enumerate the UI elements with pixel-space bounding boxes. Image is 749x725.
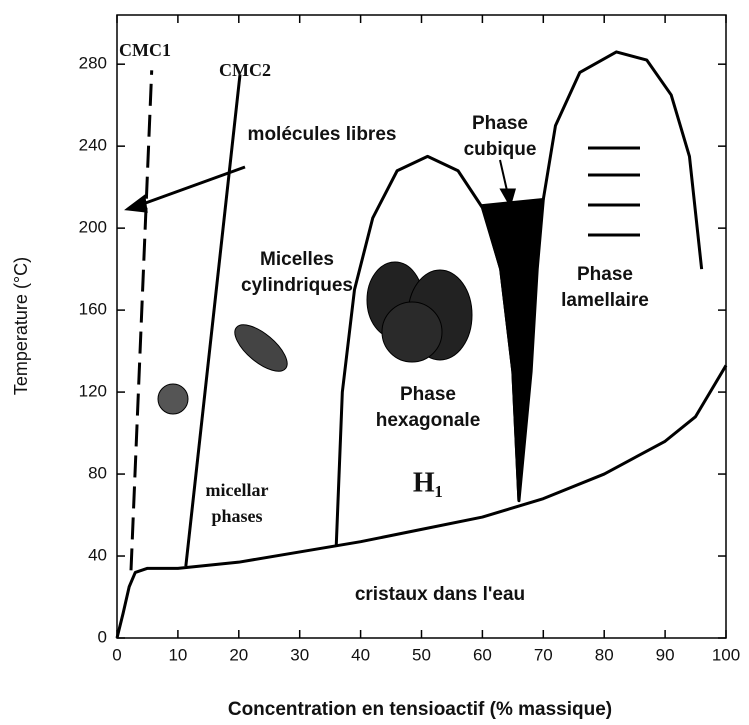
- x-tick-label: 30: [290, 645, 309, 664]
- y-tick-label: 240: [79, 136, 107, 155]
- annotation: Phase: [400, 384, 456, 405]
- annotation: hexagonale: [376, 410, 481, 431]
- x-tick-label: 80: [595, 645, 614, 664]
- y-tick-label: 280: [79, 54, 107, 73]
- x-tick-label: 10: [168, 645, 187, 664]
- annotation: H₁: [413, 467, 443, 498]
- arrowhead: [128, 197, 146, 211]
- x-tick-label: 20: [229, 645, 248, 664]
- cylindrical-micelle: [227, 317, 294, 380]
- y-tick-label: 40: [88, 546, 107, 565]
- y-tick-label: 0: [98, 627, 107, 646]
- phase-boundary: [482, 199, 543, 500]
- phase-boundary: [543, 52, 701, 269]
- y-tick-label: 160: [79, 300, 107, 319]
- annotation: cristaux dans l'eau: [355, 584, 525, 605]
- x-axis-label: Concentration en tensioactif (% massique…: [228, 699, 612, 720]
- x-tick-label: 50: [412, 645, 431, 664]
- chart: Temperature (°C) Concentration en tensio…: [0, 0, 749, 725]
- x-tick-label: 40: [351, 645, 370, 664]
- y-axis-label: Temperature (°C): [11, 257, 31, 395]
- annotation: molécules libres: [248, 124, 397, 145]
- lamellar-icon: [588, 148, 640, 235]
- annotation: phases: [211, 506, 262, 526]
- y-tick-label: 200: [79, 218, 107, 237]
- y-tick-label: 80: [88, 464, 107, 483]
- x-tick-label: 100: [712, 645, 740, 664]
- phase-boundary: [131, 70, 152, 570]
- annotation: cylindriques: [241, 275, 353, 296]
- annotation: lamellaire: [561, 290, 649, 311]
- x-tick-label: 70: [534, 645, 553, 664]
- arrows: [128, 160, 514, 211]
- annotation: CMC1: [119, 40, 171, 60]
- annotation: Micelles: [260, 249, 334, 270]
- y-tick-label: 120: [79, 382, 107, 401]
- annotation: CMC2: [219, 60, 271, 80]
- annotation: micellar: [206, 480, 269, 500]
- hexagonal-cluster: [382, 302, 442, 362]
- annotation: cubique: [464, 139, 537, 160]
- x-tick-label: 90: [656, 645, 675, 664]
- annotation: Phase: [577, 264, 633, 285]
- annotation: Phase: [472, 113, 528, 134]
- x-tick-label: 0: [112, 645, 121, 664]
- spherical-micelle: [158, 384, 188, 414]
- x-tick-label: 60: [473, 645, 492, 664]
